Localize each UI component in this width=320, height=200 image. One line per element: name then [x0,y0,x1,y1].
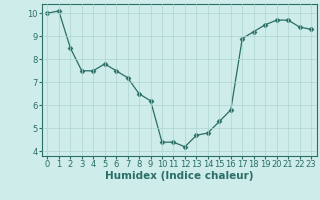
X-axis label: Humidex (Indice chaleur): Humidex (Indice chaleur) [105,171,253,181]
